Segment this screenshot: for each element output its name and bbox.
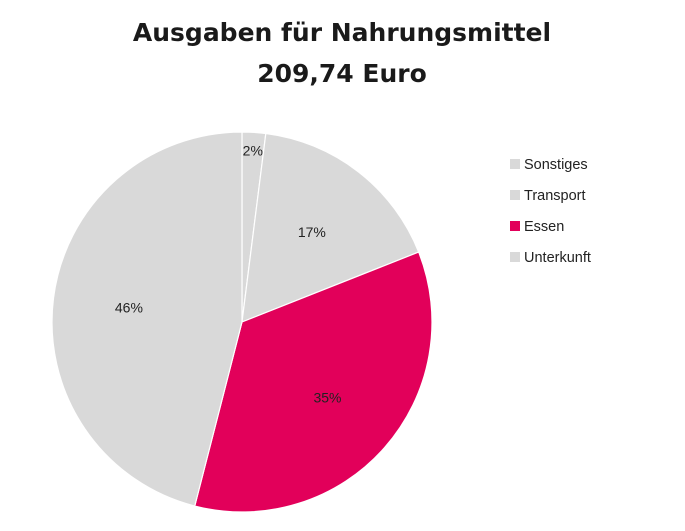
legend-swatch-transport xyxy=(510,190,520,200)
slice-label-essen: 35% xyxy=(313,389,341,405)
legend: Sonstiges Transport Essen Unterkunft xyxy=(510,157,591,266)
legend-label-unterkunft: Unterkunft xyxy=(524,250,591,266)
pie-slice-essen xyxy=(194,251,433,513)
legend-label-sonstiges: Sonstiges xyxy=(524,157,588,173)
legend-swatch-essen xyxy=(510,221,520,231)
chart-subtitle: 209,74 Euro xyxy=(257,59,427,88)
pie-slice-transport xyxy=(241,132,420,323)
legend-label-essen: Essen xyxy=(524,219,564,235)
legend-swatch-sonstiges xyxy=(510,159,520,169)
slice-label-sonstiges: 2% xyxy=(243,142,263,158)
chart-title: Ausgaben für Nahrungsmittel xyxy=(133,18,551,47)
slice-label-transport: 17% xyxy=(298,224,326,240)
legend-label-transport: Transport xyxy=(524,188,586,204)
slice-label-unterkunft: 46% xyxy=(115,300,143,316)
pie-slice-labels: 2% 17% 35% 46% xyxy=(115,142,342,405)
legend-swatch-unterkunft xyxy=(510,252,520,262)
pie-slice-unterkunft xyxy=(51,131,243,507)
pie-slices xyxy=(51,131,433,513)
